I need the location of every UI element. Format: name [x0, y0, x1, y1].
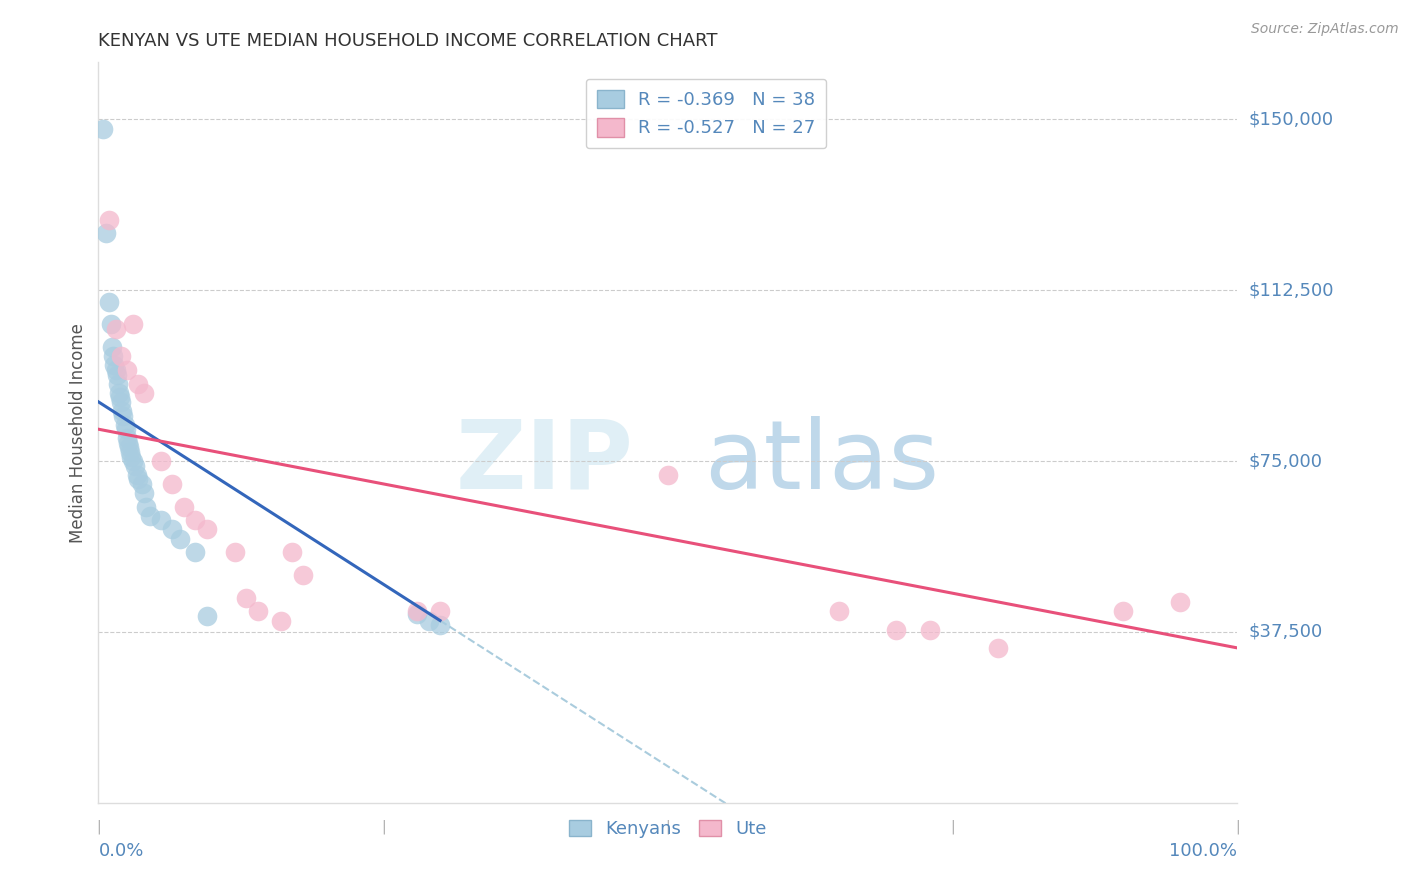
Point	[918, 623, 941, 637]
Point	[292, 568, 315, 582]
Point	[987, 640, 1010, 655]
Point	[184, 513, 207, 527]
Point	[1170, 595, 1192, 609]
Text: $37,500: $37,500	[1249, 623, 1323, 641]
Text: 100.0%: 100.0%	[1170, 842, 1237, 860]
Point	[429, 618, 451, 632]
Point	[884, 623, 907, 637]
Point	[100, 318, 122, 332]
Legend: Kenyans, Ute: Kenyans, Ute	[562, 813, 773, 846]
Point	[127, 376, 149, 391]
Text: |: |	[950, 820, 955, 834]
Point	[195, 523, 218, 537]
Point	[112, 409, 135, 423]
Point	[114, 417, 136, 432]
Point	[406, 604, 429, 618]
Text: 0.0%: 0.0%	[98, 842, 143, 860]
Text: $112,500: $112,500	[1249, 281, 1334, 299]
Point	[246, 604, 269, 618]
Text: $75,000: $75,000	[1249, 452, 1323, 470]
Point	[270, 614, 292, 628]
Point	[103, 359, 125, 373]
Point	[104, 322, 127, 336]
Point	[127, 467, 149, 482]
Text: atlas: atlas	[704, 416, 939, 508]
Point	[184, 545, 207, 559]
Point	[1112, 604, 1135, 618]
Point	[120, 445, 142, 459]
Text: $150,000: $150,000	[1249, 111, 1333, 128]
Text: |: |	[665, 820, 671, 834]
Point	[97, 212, 120, 227]
Point	[169, 532, 191, 546]
Point	[406, 607, 429, 621]
Point	[135, 500, 157, 514]
Point	[118, 441, 141, 455]
Point	[132, 385, 155, 400]
Point	[150, 454, 173, 468]
Point	[107, 376, 129, 391]
Point	[105, 368, 128, 382]
Point	[281, 545, 304, 559]
Point	[111, 404, 134, 418]
Point	[131, 476, 153, 491]
Point	[97, 294, 120, 309]
Point	[120, 450, 142, 464]
Text: KENYAN VS UTE MEDIAN HOUSEHOLD INCOME CORRELATION CHART: KENYAN VS UTE MEDIAN HOUSEHOLD INCOME CO…	[98, 32, 718, 50]
Point	[828, 604, 851, 618]
Point	[195, 609, 218, 624]
Point	[173, 500, 195, 514]
Point	[104, 363, 127, 377]
Point	[124, 458, 146, 473]
Point	[121, 454, 143, 468]
Point	[117, 435, 139, 450]
Text: ZIP: ZIP	[456, 416, 634, 508]
Point	[138, 508, 160, 523]
Point	[115, 431, 138, 445]
Point	[96, 227, 118, 241]
Point	[108, 390, 131, 404]
Text: Source: ZipAtlas.com: Source: ZipAtlas.com	[1251, 22, 1399, 37]
Point	[108, 385, 131, 400]
Point	[121, 318, 143, 332]
Point	[657, 467, 679, 482]
Point	[103, 349, 125, 363]
Text: |: |	[381, 820, 385, 834]
Text: |: |	[96, 820, 101, 834]
Point	[110, 395, 132, 409]
Point	[429, 604, 451, 618]
Point	[150, 513, 173, 527]
Point	[115, 363, 138, 377]
Point	[114, 422, 136, 436]
Point	[235, 591, 257, 605]
Point	[110, 349, 132, 363]
Point	[91, 121, 114, 136]
Text: |: |	[1234, 820, 1240, 834]
Point	[162, 523, 184, 537]
Point	[101, 340, 124, 354]
Point	[162, 476, 184, 491]
Point	[418, 614, 440, 628]
Point	[127, 472, 149, 486]
Y-axis label: Median Household Income: Median Household Income	[69, 323, 87, 542]
Point	[132, 486, 155, 500]
Point	[224, 545, 246, 559]
